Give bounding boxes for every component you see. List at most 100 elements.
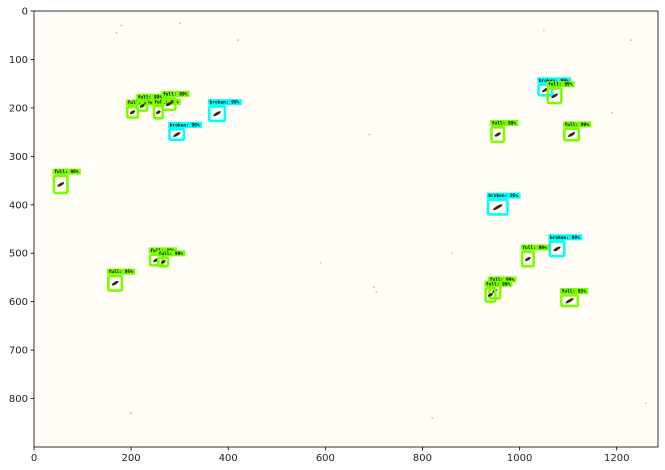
bounding-box <box>148 253 164 267</box>
label-tag <box>560 288 589 295</box>
detection-label: full: 99% <box>163 91 188 97</box>
grain-mark <box>156 110 161 114</box>
speck-11 <box>644 402 647 405</box>
label-tag <box>484 280 513 287</box>
grain-mark <box>553 246 561 252</box>
bounding-box <box>208 105 227 123</box>
speck-13 <box>130 412 133 414</box>
x-tick-label-200: 200 <box>122 453 141 464</box>
detection-label: broken: 99% <box>550 235 580 241</box>
bounding-box <box>484 286 497 303</box>
image-background <box>34 11 658 447</box>
label-tag <box>490 119 519 126</box>
label-tag <box>537 77 572 84</box>
x-tick-label-400: 400 <box>219 453 238 464</box>
label-tag <box>168 121 202 128</box>
label-tag <box>125 99 155 106</box>
grain-mark <box>551 93 558 99</box>
bounding-box <box>106 274 124 292</box>
x-axis: 0 200 400 600 800 1000 1200 <box>31 447 629 464</box>
grain-mark <box>173 132 181 137</box>
plot-frame <box>33 10 659 448</box>
grain-mark <box>57 182 65 187</box>
detection-label: broken: 99% <box>539 78 569 84</box>
detection-full-19: full: 95% <box>560 288 589 308</box>
detection-full-0: full: 96% <box>52 168 81 195</box>
detection-broken-15: broken: 99% <box>548 234 583 258</box>
detection-full-1: full: 95% <box>106 268 136 292</box>
detection-label: broken: 95% <box>488 193 518 199</box>
label-tag <box>546 81 575 88</box>
bounding-box <box>546 87 563 105</box>
y-tick-label-0: 0 <box>22 7 28 18</box>
speck-0 <box>115 31 118 34</box>
grain-mark <box>565 298 574 304</box>
bounding-box <box>157 256 170 268</box>
detection-full-5: full: 99% <box>161 90 190 112</box>
grain-mark <box>129 110 136 115</box>
detection-full-2: full: 96% <box>125 99 155 119</box>
speck-8 <box>630 39 633 41</box>
speck-7 <box>610 111 613 114</box>
speck-9 <box>450 252 453 255</box>
grain-mark <box>494 132 501 137</box>
detection-label: full: 99% <box>490 277 515 283</box>
label-tag <box>52 168 81 175</box>
detection-label: full: 99% <box>522 245 547 251</box>
grain-mark <box>213 111 221 117</box>
detection-label: full: 99% <box>159 251 184 257</box>
y-tick-label-200: 200 <box>9 103 28 114</box>
detection-full-13: full: 99% <box>546 81 575 105</box>
label-tag <box>152 98 181 105</box>
label-tag <box>161 90 190 97</box>
x-tick-label-0: 0 <box>31 453 37 464</box>
label-tag <box>136 93 165 100</box>
detection-label: full: 96% <box>154 99 179 105</box>
speck-12 <box>431 417 434 419</box>
bounding-box <box>168 127 186 142</box>
y-tick-label-300: 300 <box>9 152 28 163</box>
detection-full-14: full: 99% <box>562 121 592 142</box>
detection-label: broken: 99% <box>170 122 200 128</box>
speck-2 <box>178 22 181 25</box>
detection-label: full: 99% <box>138 94 163 100</box>
bounding-box <box>490 125 506 144</box>
y-tick-label-500: 500 <box>9 249 28 260</box>
bounding-box <box>548 240 566 258</box>
label-tag <box>157 250 186 257</box>
detection-full-11: full: 99% <box>490 119 519 144</box>
bounding-box <box>152 104 164 120</box>
detection-full-3: full: 99% <box>136 93 165 113</box>
detection-label: full: 96% <box>54 169 79 175</box>
speck-10 <box>319 262 322 264</box>
tray-image <box>34 11 658 447</box>
y-axis: 0 100 200 300 400 500 600 700 800 <box>9 7 34 405</box>
label-tag <box>562 121 592 128</box>
speck-5 <box>373 286 375 289</box>
bounding-box <box>486 198 509 216</box>
x-tick-label-600: 600 <box>316 453 335 464</box>
detection-label: full: 95% <box>562 289 587 295</box>
detection-label: full: 99% <box>548 82 573 88</box>
bounding-box <box>125 105 140 119</box>
bounding-box <box>562 127 581 142</box>
label-tag <box>488 276 517 283</box>
label-tag <box>548 234 583 241</box>
grain-mark <box>160 260 166 264</box>
grain-mark <box>492 204 503 211</box>
y-tick-label-600: 600 <box>9 297 28 308</box>
speck-4 <box>368 133 370 136</box>
detection-broken-9: broken: 99% <box>208 99 242 123</box>
bounding-box <box>520 250 535 268</box>
label-tag <box>106 268 136 275</box>
bounding-box <box>560 294 580 308</box>
detection-full-4: full: 96% <box>152 98 181 120</box>
speck-1 <box>120 24 123 27</box>
speck-6 <box>375 291 378 293</box>
bounding-box <box>52 174 69 195</box>
detection-label: broken: 99% <box>210 100 240 106</box>
speck-14 <box>542 29 545 32</box>
label-tag <box>520 244 549 251</box>
x-tick-label-1000: 1000 <box>507 453 532 464</box>
grain-mark <box>488 293 493 297</box>
